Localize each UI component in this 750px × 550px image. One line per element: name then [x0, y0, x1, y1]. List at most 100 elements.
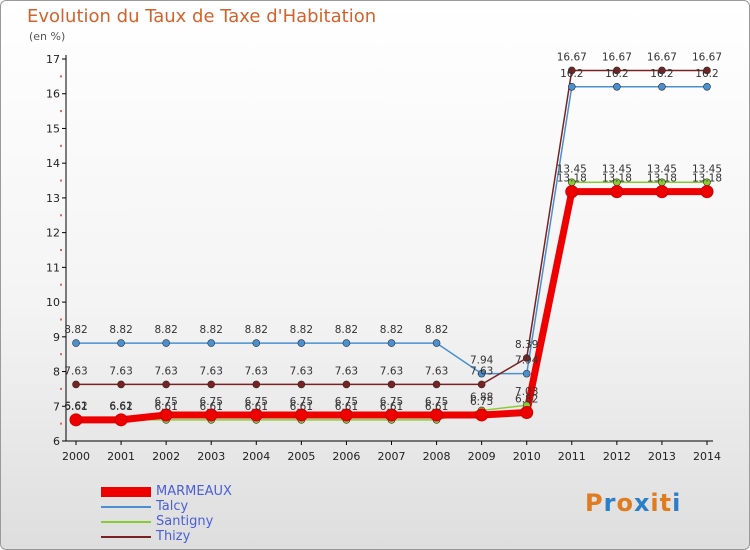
x-tick-label: 2001 [107, 450, 135, 463]
y-tick-label: 14 [46, 157, 60, 170]
x-tick-label: 2008 [423, 450, 451, 463]
data-point-thizy [567, 66, 576, 75]
data-label-marmeaux: 6.75 [335, 396, 358, 408]
data-point-thizy [522, 354, 531, 362]
data-point-talcy [252, 339, 261, 347]
data-point-marmeaux [475, 408, 489, 422]
y-tick-label: 17 [46, 53, 60, 66]
data-point-marmeaux [610, 185, 624, 199]
data-label-marmeaux: 13.18 [602, 173, 632, 185]
proxiti-logo: Proxiti [585, 489, 681, 517]
x-tick-label: 2004 [242, 450, 270, 463]
x-tick-label: 2009 [468, 450, 496, 463]
legend-swatch [101, 487, 151, 497]
x-tick-label: 2011 [558, 450, 586, 463]
data-point-talcy [162, 339, 170, 347]
data-label-marmeaux: 6.75 [245, 396, 268, 408]
y-axis-unit-label: (en %) [29, 30, 66, 43]
data-point-thizy [252, 380, 261, 389]
y-minor-tick [60, 422, 62, 425]
data-point-talcy [207, 339, 216, 347]
data-label-santigny: 13.45 [557, 163, 587, 175]
x-tick-label: 2014 [693, 450, 721, 463]
x-tick-label: 2010 [513, 450, 541, 463]
x-tick-label: 2000 [62, 450, 90, 463]
data-label-thizy: 7.63 [290, 365, 313, 377]
data-label-marmeaux: 6.61 [109, 401, 132, 413]
y-tick-label: 7 [53, 400, 60, 413]
y-tick-label: 12 [46, 227, 60, 240]
logo-letter: t [659, 489, 673, 517]
data-label-thizy: 7.63 [335, 365, 358, 377]
data-label-santigny: 6.61 [245, 401, 268, 413]
data-point-marmeaux [520, 406, 534, 420]
y-tick-label: 6 [53, 435, 60, 448]
data-label-marmeaux: 6.75 [425, 396, 448, 408]
chart-title: Evolution du Taux de Taxe d'Habitation [27, 6, 377, 27]
data-point-talcy [567, 82, 576, 91]
data-point-thizy [297, 380, 306, 389]
data-label-thizy: 7.63 [200, 365, 223, 377]
data-label-santigny: 13.45 [602, 163, 632, 175]
y-minor-tick [60, 75, 62, 78]
x-tick-label: 2007 [378, 450, 406, 463]
data-label-marmeaux: 6.61 [64, 401, 87, 413]
data-point-marmeaux [385, 408, 398, 422]
data-label-talcy: 8.82 [380, 324, 403, 336]
y-minor-tick [60, 214, 62, 217]
legend-label: Thizy [156, 529, 191, 544]
data-label-marmeaux: 6.75 [200, 396, 223, 408]
logo-letter: r [603, 489, 617, 517]
data-label-marmeaux: 6.75 [290, 396, 313, 408]
data-point-thizy [207, 380, 216, 389]
data-point-marmeaux [249, 408, 263, 422]
data-label-thizy: 7.63 [245, 365, 268, 377]
y-minor-tick [60, 249, 62, 251]
data-label-santigny: 6.61 [335, 401, 358, 413]
data-point-marmeaux [69, 413, 83, 427]
data-point-thizy [658, 66, 666, 75]
x-tick-label: 2013 [648, 450, 676, 463]
data-labels: 6.61 6.61 6.75 6.75 6.75 6.75 6.75 6.75 6.75 6.75… [64, 51, 722, 412]
data-point-marmeaux [114, 413, 128, 427]
data-label-santigny: 6.61 [290, 401, 313, 413]
data-label-marmeaux: 6.75 [154, 396, 177, 408]
data-point-talcy [297, 339, 306, 347]
legend-item-thizy: Thizy [101, 529, 321, 545]
data-label-marmeaux: 6.82 [515, 394, 538, 406]
data-label-santigny: 6.61 [200, 401, 223, 413]
data-label-talcy: 8.82 [109, 324, 132, 336]
data-point-marmeaux [430, 408, 444, 422]
data-label-thizy: 7.63 [109, 365, 132, 377]
data-label-santigny: 6.61 [154, 401, 177, 413]
data-label-santigny: 7.03 [515, 386, 538, 398]
series-line-thizy [75, 69, 708, 386]
x-tick-label: 2003 [197, 450, 225, 463]
data-label-talcy: 8.82 [154, 324, 177, 336]
data-label-santigny: 6.62 [64, 400, 87, 412]
data-label-santigny: 6.62 [109, 400, 132, 412]
logo-letter: i [672, 489, 682, 517]
data-label-thizy: 8.39 [515, 339, 538, 351]
data-label-thizy: 7.63 [64, 365, 87, 377]
data-label-talcy: 8.82 [425, 324, 448, 336]
x-tick-label: 2002 [152, 450, 180, 463]
data-label-santigny: 6.88 [470, 391, 493, 403]
legend-label: Santigny [156, 514, 214, 529]
data-point-marmeaux [294, 408, 308, 422]
data-label-talcy: 16.2 [605, 68, 628, 80]
data-label-thizy: 16.67 [647, 51, 677, 63]
y-tick-label: 8 [53, 366, 60, 379]
data-point-thizy [387, 380, 396, 389]
x-tick-label: 2012 [603, 450, 631, 463]
data-label-talcy: 16.2 [650, 68, 673, 80]
data-label-talcy: 8.82 [200, 324, 223, 336]
data-point-thizy [342, 380, 351, 389]
data-point-marmeaux [159, 408, 173, 422]
y-minor-tick [60, 318, 62, 321]
data-label-marmeaux: 6.75 [380, 396, 403, 408]
legend-item-santigny: Santigny [101, 514, 321, 530]
data-label-santigny: 13.45 [692, 163, 722, 175]
data-point-marmeaux [565, 185, 579, 199]
data-label-thizy: 16.67 [557, 51, 587, 63]
